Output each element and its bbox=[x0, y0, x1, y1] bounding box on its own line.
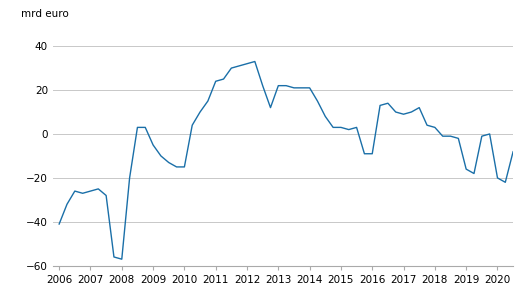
Text: mrd euro: mrd euro bbox=[21, 9, 68, 19]
